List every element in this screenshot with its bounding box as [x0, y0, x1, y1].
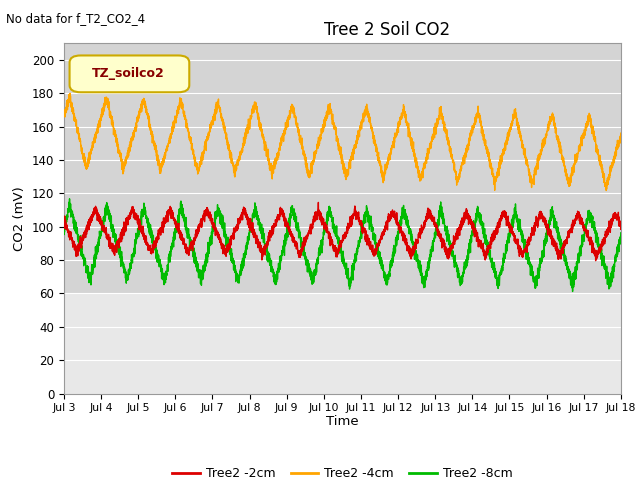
FancyBboxPatch shape [70, 56, 189, 92]
X-axis label: Time: Time [326, 415, 358, 428]
Text: TZ_soilco2: TZ_soilco2 [92, 67, 164, 80]
Legend: Tree2 -2cm, Tree2 -4cm, Tree2 -8cm: Tree2 -2cm, Tree2 -4cm, Tree2 -8cm [167, 462, 518, 480]
Title: Tree 2 Soil CO2: Tree 2 Soil CO2 [324, 21, 450, 39]
Y-axis label: CO2 (mV): CO2 (mV) [13, 186, 26, 251]
Text: No data for f_T2_CO2_4: No data for f_T2_CO2_4 [6, 12, 145, 25]
Bar [64, 43, 621, 293]
